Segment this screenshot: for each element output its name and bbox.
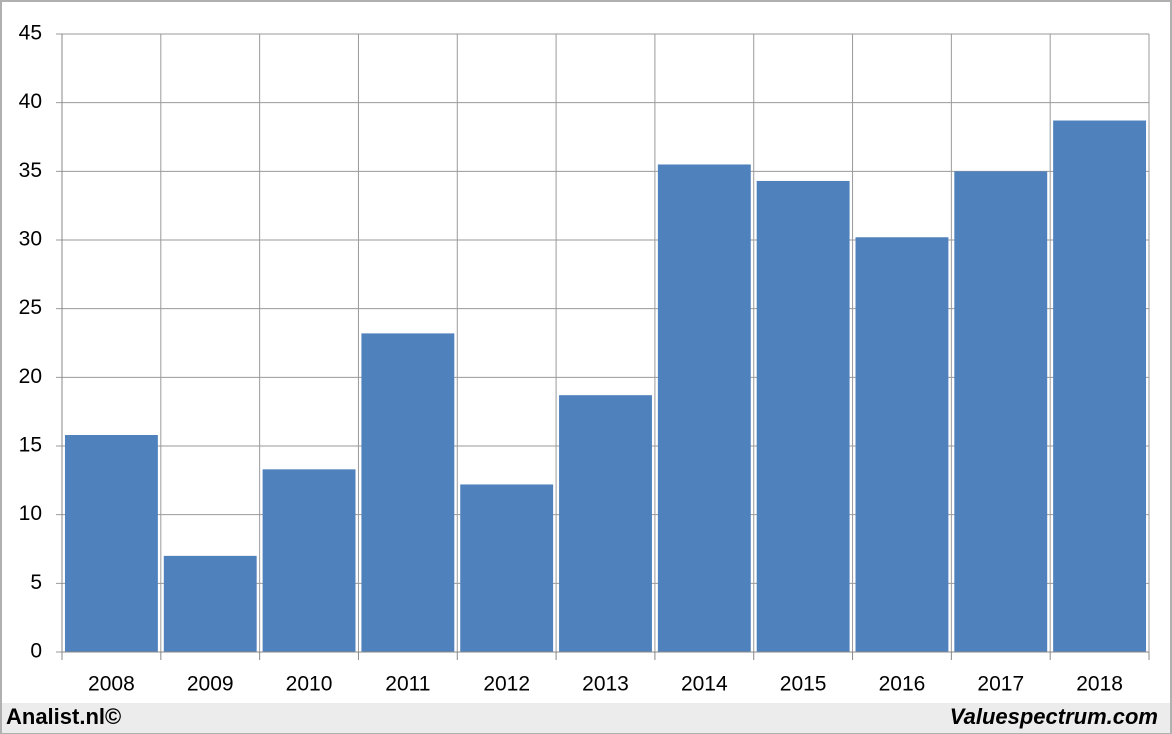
y-tick-label: 40 bbox=[19, 90, 42, 113]
x-tick-label: 2015 bbox=[780, 673, 827, 696]
y-tick-label: 20 bbox=[19, 365, 42, 388]
footer-band bbox=[2, 703, 1170, 733]
bar bbox=[756, 180, 850, 653]
x-tick-label: 2011 bbox=[385, 673, 430, 696]
y-tick-label: 5 bbox=[30, 571, 42, 594]
x-tick-label: 2016 bbox=[879, 673, 926, 696]
y-tick-label: 45 bbox=[19, 22, 42, 45]
footer-left: Analist.nl© bbox=[6, 704, 121, 729]
y-tick-label: 10 bbox=[19, 502, 42, 525]
bar bbox=[460, 484, 554, 652]
bar bbox=[262, 469, 356, 652]
y-tick-label: 30 bbox=[19, 228, 42, 251]
y-tick-label: 35 bbox=[19, 159, 42, 182]
bar bbox=[1053, 120, 1147, 652]
y-tick-label: 0 bbox=[30, 640, 42, 663]
bar bbox=[657, 164, 751, 652]
x-tick-label: 2008 bbox=[88, 673, 135, 696]
bar bbox=[954, 171, 1048, 653]
bar bbox=[361, 333, 455, 652]
y-tick-label: 15 bbox=[19, 434, 42, 457]
footer-right: Valuespectrum.com bbox=[950, 704, 1158, 729]
x-tick-label: 2013 bbox=[582, 673, 629, 696]
bar bbox=[855, 237, 949, 652]
y-tick-label: 25 bbox=[19, 296, 42, 319]
bar bbox=[559, 395, 652, 652]
x-tick-label: 2012 bbox=[483, 673, 530, 696]
x-tick-label: 2018 bbox=[1076, 673, 1123, 696]
x-tick-label: 2017 bbox=[977, 673, 1024, 696]
x-tick-label: 2014 bbox=[681, 673, 728, 696]
bar bbox=[163, 555, 257, 652]
bar bbox=[64, 435, 158, 652]
x-tick-label: 2009 bbox=[187, 673, 234, 696]
x-tick-label: 2010 bbox=[286, 673, 333, 696]
